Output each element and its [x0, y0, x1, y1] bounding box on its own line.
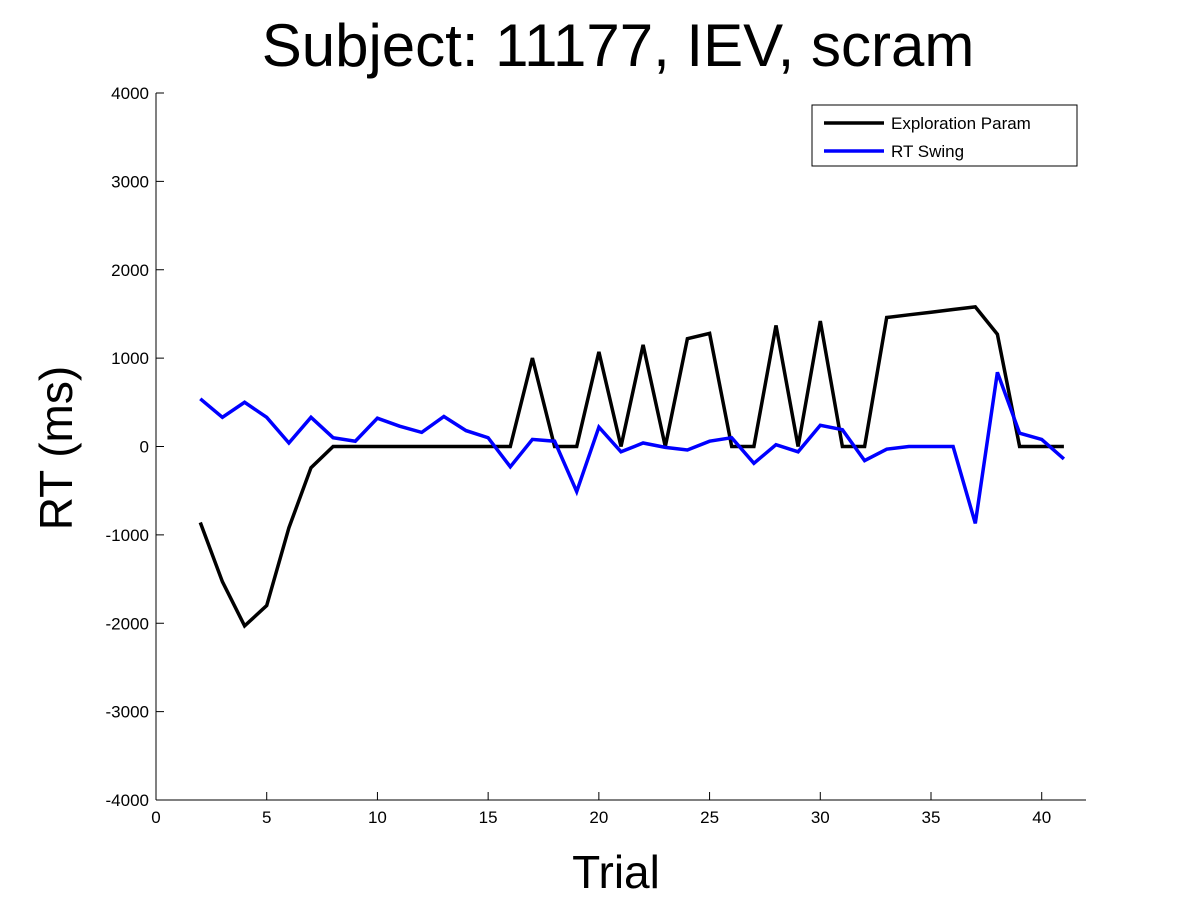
- plot-series: [198, 305, 1066, 629]
- legend-box: [811, 104, 1078, 167]
- x-tick-label: 15: [479, 808, 498, 827]
- x-tick-label: 5: [262, 808, 271, 827]
- x-tick-label: 0: [151, 808, 160, 827]
- y-tick-label: 3000: [111, 172, 149, 191]
- axes: 0 5 10 15 20 25 30 35 40 -4000 -3000 -2000 -1000 0 100…: [106, 84, 1086, 827]
- series-line-rt-swing: [199, 371, 1066, 524]
- y-axis-label: RT (ms): [30, 366, 82, 530]
- x-tick-label: 30: [811, 808, 830, 827]
- x-tick-label: 25: [700, 808, 719, 827]
- legend-label: Exploration Param: [891, 114, 1031, 133]
- x-tick-label: 40: [1032, 808, 1051, 827]
- y-tick-label: 2000: [111, 261, 149, 280]
- y-tick-label: 0: [140, 438, 149, 457]
- legend-label: RT Swing: [891, 142, 964, 161]
- y-tick-label: 1000: [111, 349, 149, 368]
- x-tick-label: 10: [368, 808, 387, 827]
- y-tick-label: -3000: [106, 703, 149, 722]
- legend: Exploration Param RT Swing: [811, 104, 1078, 167]
- y-tick-label: -4000: [106, 791, 149, 810]
- x-axis-label: Trial: [572, 846, 660, 898]
- series-line-exploration-param: [198, 305, 1064, 629]
- y-tick-label: 4000: [111, 84, 149, 103]
- y-tick-label: -2000: [106, 614, 149, 633]
- chart-title: Subject: 11177, IEV, scram: [262, 12, 975, 79]
- x-tick-label: 35: [922, 808, 941, 827]
- x-tick-label: 20: [589, 808, 608, 827]
- y-tick-label: -1000: [106, 526, 149, 545]
